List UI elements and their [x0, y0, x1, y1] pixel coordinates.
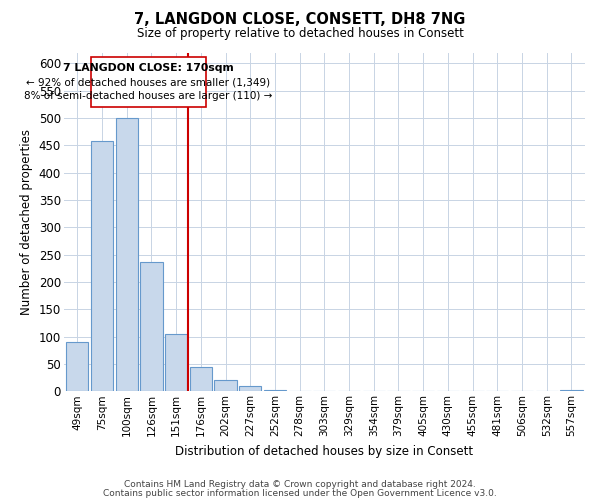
X-axis label: Distribution of detached houses by size in Consett: Distribution of detached houses by size … — [175, 444, 473, 458]
Y-axis label: Number of detached properties: Number of detached properties — [20, 129, 33, 315]
Text: 8% of semi-detached houses are larger (110) →: 8% of semi-detached houses are larger (1… — [24, 91, 272, 101]
Bar — [66, 342, 88, 392]
Text: 7, LANGDON CLOSE, CONSETT, DH8 7NG: 7, LANGDON CLOSE, CONSETT, DH8 7NG — [134, 12, 466, 28]
Text: 7 LANGDON CLOSE: 170sqm: 7 LANGDON CLOSE: 170sqm — [63, 63, 234, 73]
Text: ← 92% of detached houses are smaller (1,349): ← 92% of detached houses are smaller (1,… — [26, 77, 271, 87]
FancyBboxPatch shape — [91, 57, 206, 107]
Bar — [140, 262, 163, 392]
Bar — [116, 118, 138, 392]
Text: Size of property relative to detached houses in Consett: Size of property relative to detached ho… — [137, 28, 463, 40]
Text: Contains HM Land Registry data © Crown copyright and database right 2024.: Contains HM Land Registry data © Crown c… — [124, 480, 476, 489]
Bar — [91, 141, 113, 392]
Bar — [239, 386, 262, 392]
Bar — [165, 334, 187, 392]
Text: Contains public sector information licensed under the Open Government Licence v3: Contains public sector information licen… — [103, 488, 497, 498]
Bar — [560, 390, 583, 392]
Bar — [214, 380, 236, 392]
Bar — [190, 366, 212, 392]
Bar — [264, 390, 286, 392]
